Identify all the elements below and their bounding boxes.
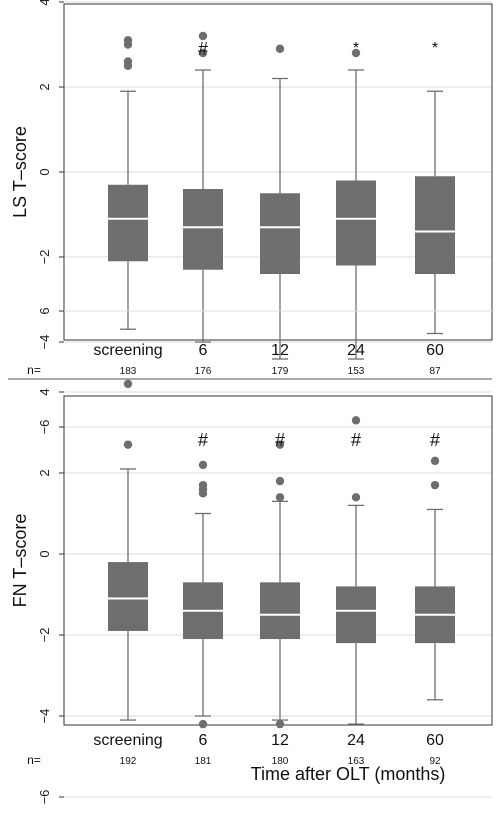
significance-marker: * — [353, 40, 359, 57]
box — [336, 180, 376, 266]
box — [260, 193, 300, 274]
outlier-point — [275, 44, 285, 53]
box — [108, 184, 148, 262]
outlier-point — [430, 456, 440, 466]
outlier-point — [123, 36, 133, 45]
box — [183, 189, 223, 270]
box-group — [108, 36, 148, 330]
significance-marker: # — [351, 430, 361, 450]
y-tick-label: −6 — [37, 790, 52, 805]
significance-marker: # — [198, 430, 208, 450]
outlier-point — [198, 31, 208, 41]
box-group: # — [183, 430, 223, 729]
outlier-point — [198, 480, 208, 490]
n-count-label: 181 — [195, 756, 212, 767]
n-count-label: 183 — [120, 366, 137, 377]
box-group: # — [415, 430, 455, 701]
y-tick-label: 2 — [37, 83, 52, 90]
y-tick-label: 4 — [37, 0, 52, 6]
box-group: # — [336, 416, 376, 725]
y-tick-label: −6 — [37, 420, 52, 435]
significance-marker: # — [198, 39, 208, 59]
outlier-point — [123, 440, 133, 449]
x-tick-label: 60 — [426, 342, 444, 359]
x-tick-label: 24 — [347, 342, 365, 359]
outlier-point — [351, 48, 361, 58]
x-tick-label: 12 — [271, 732, 289, 749]
n-prefix-label: n= — [27, 363, 41, 377]
n-prefix-label: n= — [27, 753, 41, 767]
x-tick-label: 60 — [426, 732, 444, 749]
x-tick-label: 24 — [347, 732, 365, 749]
y-tick-label: 4 — [37, 388, 52, 395]
n-count-label: 176 — [195, 366, 212, 377]
x-tick-label: screening — [93, 732, 162, 749]
x-tick-label: 6 — [199, 342, 208, 359]
x-tick-label: 6 — [199, 732, 208, 749]
box-group: * — [415, 40, 455, 335]
box — [415, 176, 455, 274]
outlier-point — [351, 493, 361, 502]
box-group: # — [183, 31, 223, 343]
y-tick-label: −2 — [37, 250, 52, 265]
n-count-label: 179 — [272, 366, 289, 377]
significance-marker: # — [430, 430, 440, 450]
n-count-label: 163 — [348, 756, 365, 767]
outlier-point — [275, 719, 285, 729]
y-tick-label: −4 — [37, 335, 52, 350]
box — [260, 582, 300, 640]
n-count-label: 153 — [348, 366, 365, 377]
outlier-point — [198, 460, 208, 470]
x-tick-label: screening — [93, 342, 162, 359]
box-group: # — [260, 430, 300, 729]
n-count-label: 180 — [272, 756, 289, 767]
outlier-point — [198, 48, 208, 58]
n-count-label: 87 — [429, 366, 441, 377]
significance-marker: * — [432, 40, 438, 57]
y-tick-label: 2 — [37, 469, 52, 476]
y-tick-label: −4 — [37, 709, 52, 724]
y-tick-label: 0 — [37, 550, 52, 557]
outlier-point — [123, 379, 133, 389]
box — [336, 586, 376, 644]
outlier-point — [430, 480, 440, 490]
n-count-label: 192 — [120, 756, 137, 767]
significance-marker: # — [275, 430, 285, 450]
outlier-point — [275, 476, 285, 486]
outlier-point — [275, 440, 285, 449]
box-group — [260, 44, 300, 360]
outlier-point — [198, 719, 208, 729]
box-group: * — [336, 40, 376, 360]
y-tick-label: 0 — [37, 168, 52, 175]
box — [108, 562, 148, 631]
x-axis-label: Time after OLT (months) — [251, 764, 446, 784]
y-axis-label: LS T–score — [10, 126, 30, 218]
outlier-point — [351, 416, 361, 425]
n-count-label: 92 — [429, 756, 441, 767]
x-tick-label: 12 — [271, 342, 289, 359]
ls-tscore-panel: 6 4 2 0 −2 −4 −6 LS T–score # * * screening 183 6 176 1… — [8, 0, 493, 435]
box-group — [108, 379, 148, 721]
y-tick-label: 6 — [37, 307, 52, 314]
y-tick-label: −2 — [37, 628, 52, 643]
outlier-point — [123, 57, 133, 66]
outlier-point — [275, 493, 285, 502]
y-axis-label: FN T–score — [10, 514, 30, 608]
fn-tscore-panel: 6 4 2 0 −2 −4 −6 FN T–score # # # # screening 192 6 181… — [10, 307, 493, 805]
